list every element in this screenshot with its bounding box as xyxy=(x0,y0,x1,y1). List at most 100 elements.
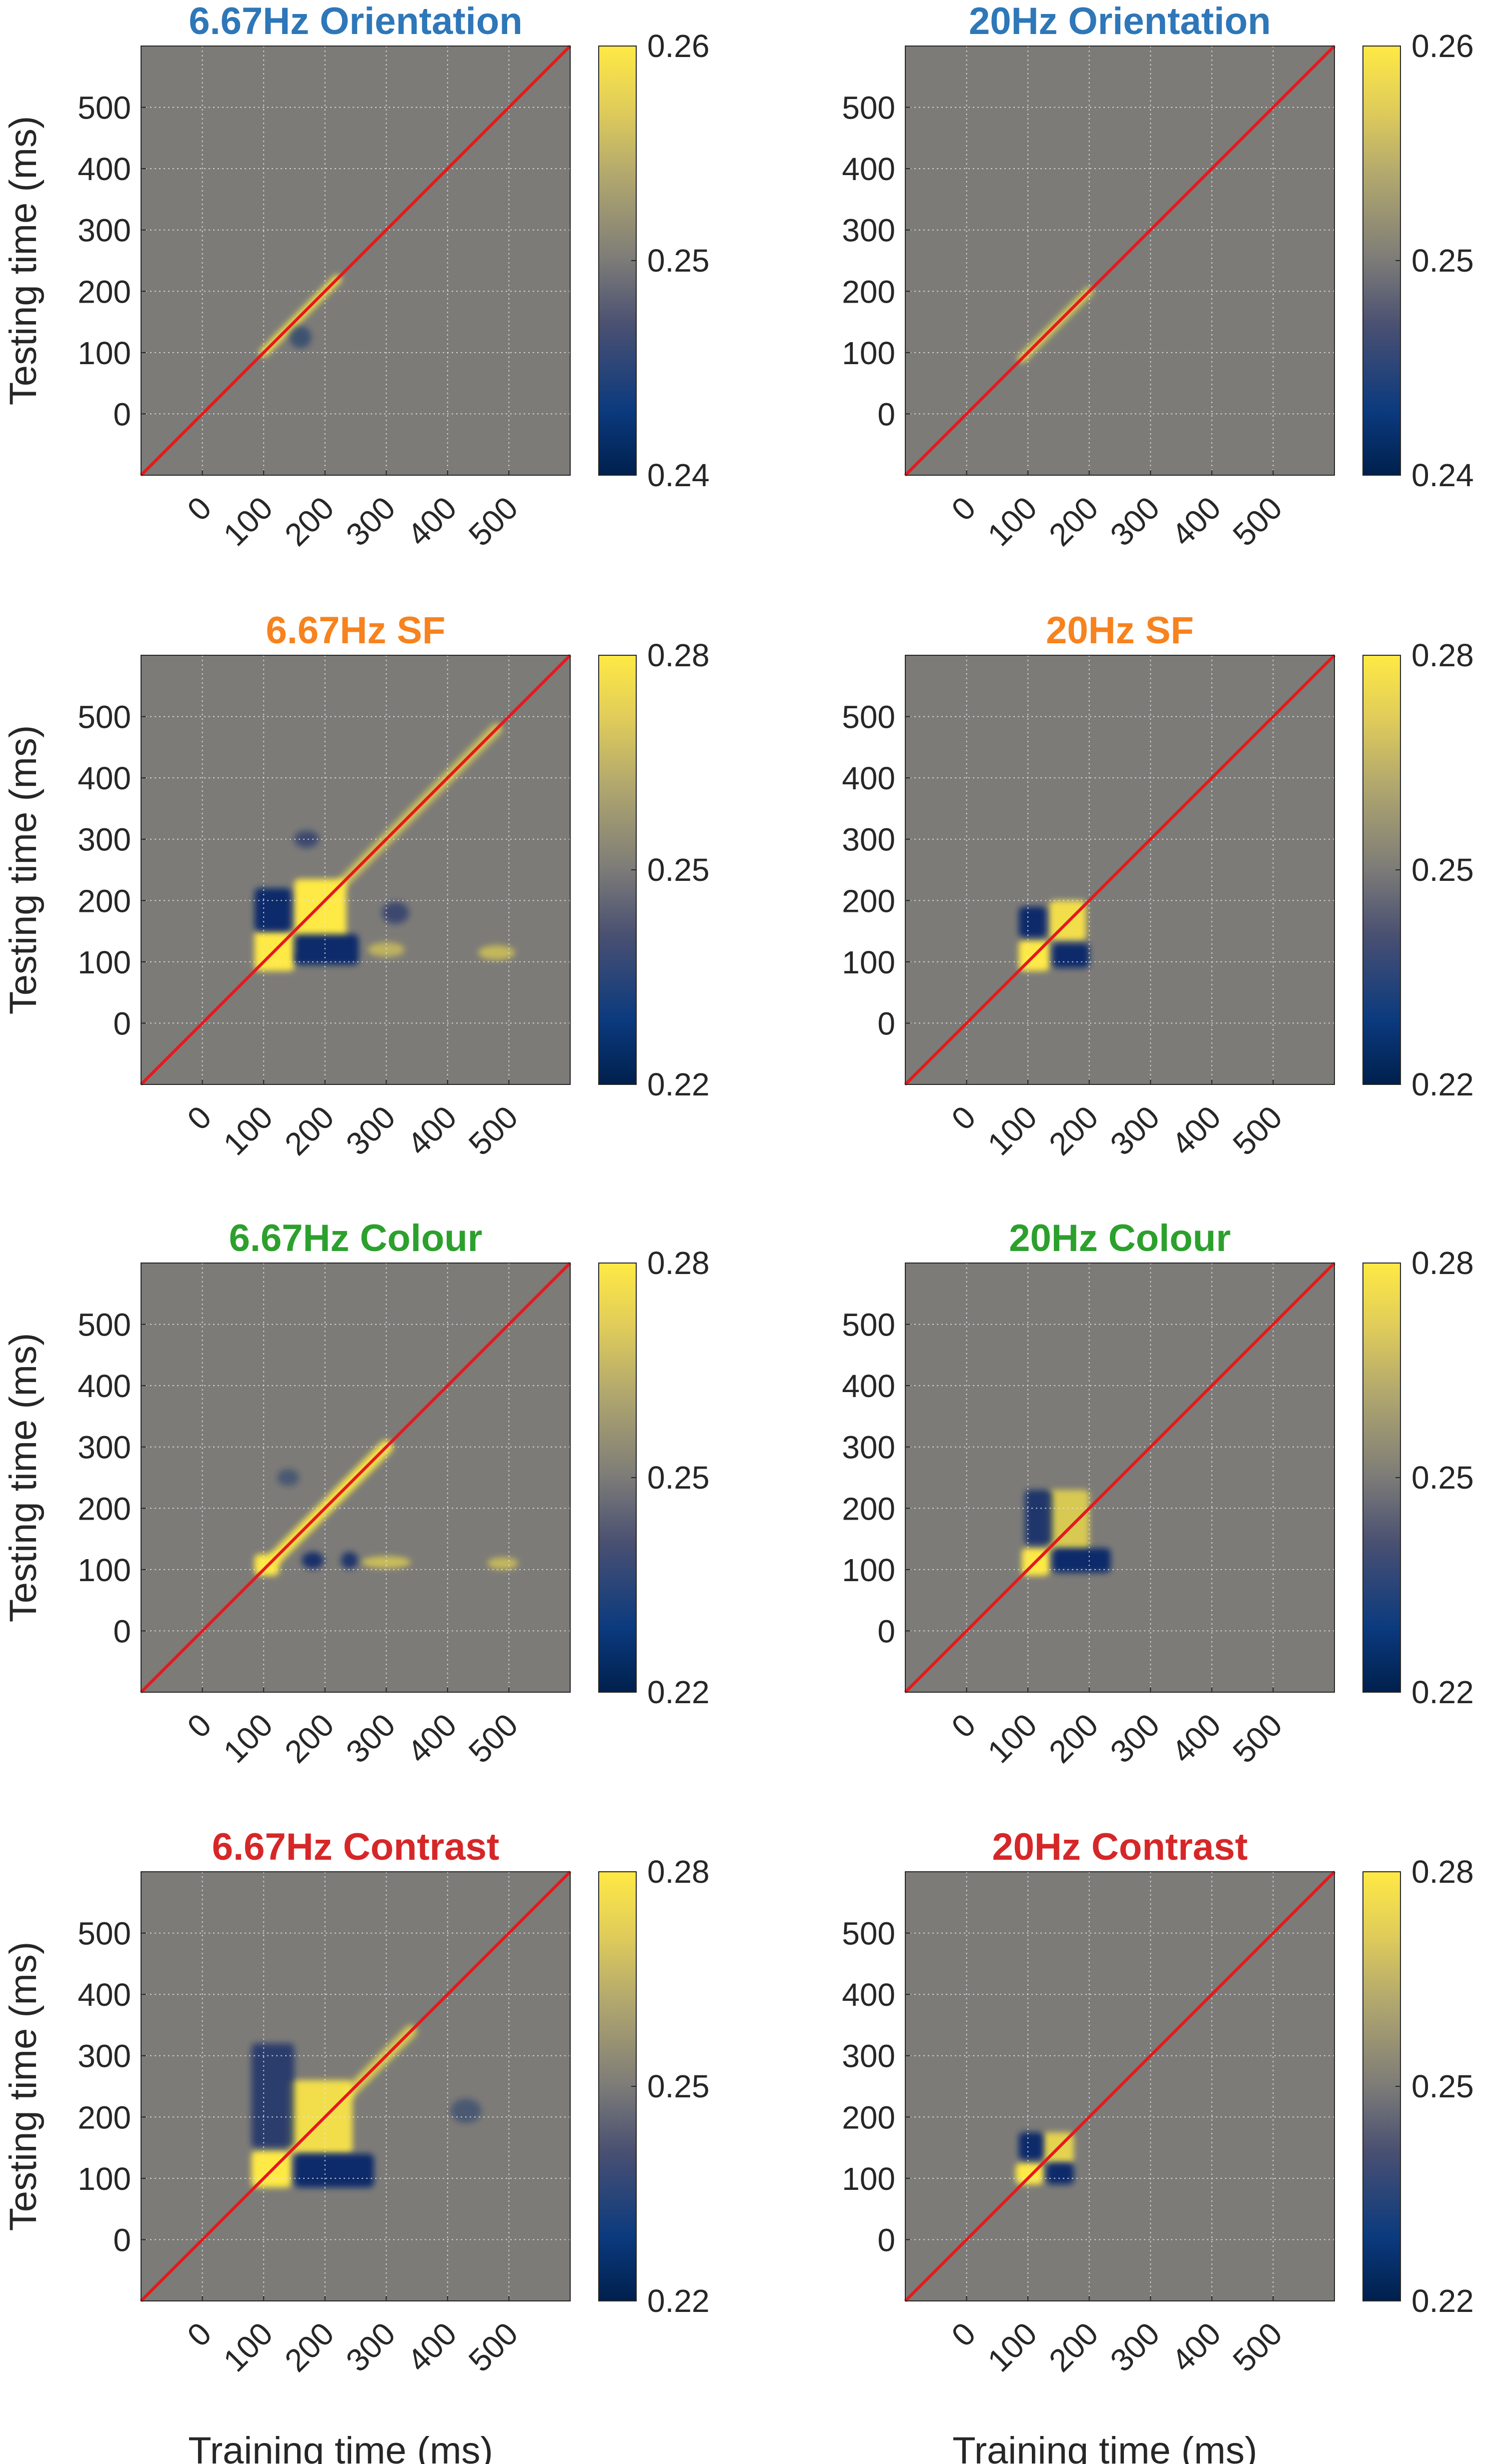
low-accuracy-cluster xyxy=(294,830,319,848)
x-tick-label: 100 xyxy=(981,2315,1044,2378)
y-tick-label: 0 xyxy=(877,396,895,432)
low-accuracy-cluster xyxy=(294,2153,374,2188)
x-tick-label: 100 xyxy=(217,2315,280,2378)
y-tick-label: 200 xyxy=(842,274,895,310)
low-accuracy-cluster xyxy=(277,1469,300,1487)
y-tick-label: 100 xyxy=(842,1552,895,1588)
plot-frame xyxy=(905,1263,1335,1693)
plot-frame xyxy=(141,655,571,1085)
colorbar-tick-label: 0.26 xyxy=(1411,28,1474,64)
diagonal-line xyxy=(904,654,1336,1086)
x-tick-label: 300 xyxy=(1103,1707,1166,1770)
x-tick-label: 400 xyxy=(1164,2315,1227,2378)
high-accuracy-cluster xyxy=(487,1557,518,1570)
low-accuracy-cluster xyxy=(1018,2132,1043,2160)
high-accuracy-cluster xyxy=(368,942,405,957)
y-tick-label: 500 xyxy=(78,699,131,735)
x-tick-label: 0 xyxy=(180,1099,218,1137)
colorbar-tick-label: 0.28 xyxy=(1411,1854,1474,1890)
colorbar xyxy=(1362,1263,1401,1693)
chart-title: 6.67Hz Colour xyxy=(229,1217,483,1260)
colorbar-tick-label: 0.28 xyxy=(647,1854,710,1890)
colorbar-tick-label: 0.22 xyxy=(1411,1066,1474,1102)
y-tick-label: 0 xyxy=(113,396,131,432)
x-tick-label: 300 xyxy=(339,1099,402,1162)
y-tick-label: 300 xyxy=(842,1430,895,1466)
colorbar-tick-label: 0.25 xyxy=(647,243,710,279)
low-accuracy-cluster xyxy=(382,901,409,924)
colorbar-tick-label: 0.28 xyxy=(647,637,710,673)
x-axis-label: Training time (ms) xyxy=(188,2429,493,2464)
y-tick-label: 300 xyxy=(842,822,895,858)
x-tick-label: 0 xyxy=(944,490,982,528)
chart-title: 20Hz Colour xyxy=(1009,1217,1230,1260)
x-tick-label: 0 xyxy=(180,1707,218,1745)
x-tick-label: 100 xyxy=(981,1099,1044,1162)
low-accuracy-cluster xyxy=(1052,1548,1111,1573)
colorbar-tick-label: 0.22 xyxy=(647,1066,710,1102)
x-tick-label: 200 xyxy=(1042,1707,1105,1770)
chart-title: 20Hz SF xyxy=(1046,609,1194,652)
y-tick-label: 200 xyxy=(78,2099,131,2135)
colorbar-tick-label: 0.25 xyxy=(647,852,710,888)
chart-title: 20Hz Contrast xyxy=(992,1826,1248,1868)
colorbar-tick-label: 0.25 xyxy=(1411,852,1474,888)
x-tick-label: 500 xyxy=(462,1099,525,1162)
diagonal-line xyxy=(904,1870,1336,2302)
x-tick-label: 500 xyxy=(1226,1707,1289,1770)
x-tick-label: 300 xyxy=(339,2315,402,2378)
x-tick-label: 200 xyxy=(278,490,341,553)
chart-title: 6.67Hz SF xyxy=(266,609,445,652)
y-tick-label: 200 xyxy=(842,2099,895,2135)
y-tick-label: 400 xyxy=(842,1368,895,1404)
colorbar-tick-label: 0.28 xyxy=(1411,1245,1474,1281)
x-tick-label: 500 xyxy=(462,490,525,553)
x-tick-label: 200 xyxy=(1042,2315,1105,2378)
y-tick-label: 100 xyxy=(78,1552,131,1588)
y-tick-label: 100 xyxy=(842,335,895,371)
colorbar-tick-label: 0.25 xyxy=(647,2068,710,2104)
high-accuracy-cluster xyxy=(362,1556,411,1569)
low-accuracy-cluster xyxy=(302,1552,324,1569)
y-tick-label: 500 xyxy=(842,1307,895,1343)
colorbar-tick-label: 0.28 xyxy=(1411,637,1474,673)
y-tick-label: 400 xyxy=(78,151,131,187)
low-accuracy-cluster xyxy=(1046,2163,1074,2185)
colorbar xyxy=(1362,655,1401,1085)
y-tick-label: 400 xyxy=(842,760,895,796)
colorbar-tick-label: 0.25 xyxy=(1411,1460,1474,1496)
x-tick-label: 400 xyxy=(1164,1707,1227,1770)
y-tick-label: 200 xyxy=(78,274,131,310)
x-tick-label: 300 xyxy=(1103,2315,1166,2378)
x-tick-label: 200 xyxy=(1042,490,1105,553)
x-tick-label: 300 xyxy=(1103,490,1166,553)
x-axis-label: Training time (ms) xyxy=(952,2429,1257,2464)
x-tick-label: 0 xyxy=(180,2315,218,2353)
y-tick-label: 200 xyxy=(842,1491,895,1527)
colorbar-tick-label: 0.25 xyxy=(1411,243,1474,279)
colorbar-tick-label: 0.28 xyxy=(647,1245,710,1281)
x-tick-label: 300 xyxy=(1103,1099,1166,1162)
colorbar xyxy=(598,1871,637,2301)
high-accuracy-cluster xyxy=(478,945,515,960)
colorbar-tick-label: 0.22 xyxy=(1411,2283,1474,2319)
high-accuracy-cluster xyxy=(288,2080,353,2154)
colorbar-tick-label: 0.25 xyxy=(1411,2068,1474,2104)
y-tick-label: 100 xyxy=(78,335,131,371)
diagonal-line xyxy=(140,654,572,1086)
colorbar xyxy=(598,46,637,476)
x-tick-label: 200 xyxy=(278,1099,341,1162)
x-tick-label: 400 xyxy=(1164,490,1227,553)
low-accuracy-cluster xyxy=(1025,1490,1053,1545)
y-tick-label: 0 xyxy=(113,2222,131,2258)
y-tick-label: 500 xyxy=(78,1307,131,1343)
x-tick-label: 0 xyxy=(944,1099,982,1137)
x-tick-label: 300 xyxy=(339,490,402,553)
plot-frame xyxy=(905,1871,1335,2301)
